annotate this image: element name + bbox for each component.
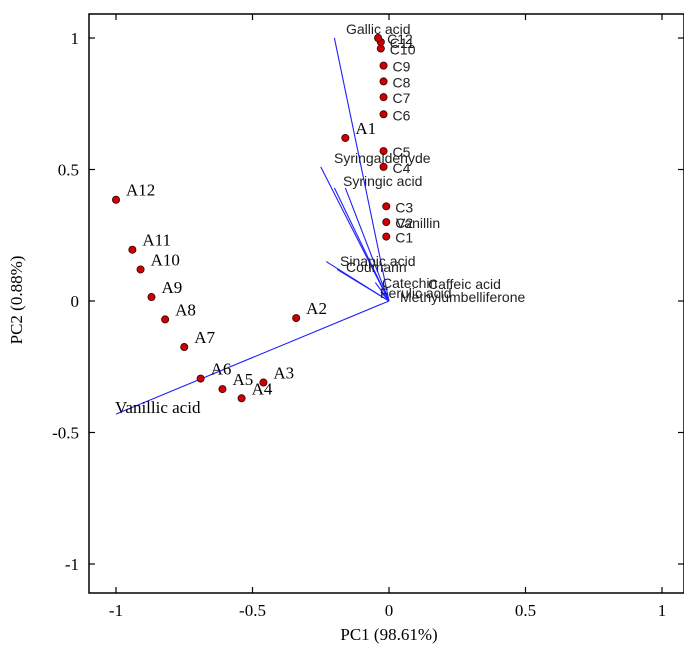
vector-syringic-acid bbox=[344, 187, 390, 302]
point-label-c9: C9 bbox=[393, 59, 411, 75]
point-c4 bbox=[379, 162, 388, 171]
vector-label-gallic-acid: Gallic acid bbox=[346, 21, 411, 37]
point-c2 bbox=[382, 218, 391, 227]
vector-label-caffeic-acid: Caffeic acid bbox=[428, 276, 501, 292]
point-label-c7: C7 bbox=[393, 90, 411, 106]
point-label-a2: A2 bbox=[306, 299, 327, 318]
point-c3 bbox=[382, 202, 391, 211]
y-tick-label: -1 bbox=[65, 555, 79, 574]
point-a9 bbox=[147, 293, 156, 302]
vector-label-catechin: Catechin bbox=[382, 275, 437, 291]
point-label-a12: A12 bbox=[126, 181, 155, 200]
point-a3 bbox=[259, 378, 268, 387]
point-a2 bbox=[292, 314, 301, 323]
vector-label-sinapic-acid: Sinapic acid bbox=[340, 253, 416, 269]
y-tick-label: 1 bbox=[71, 29, 80, 48]
point-c9 bbox=[379, 61, 388, 70]
point-c10 bbox=[376, 44, 385, 53]
point-label-c8: C8 bbox=[393, 74, 411, 90]
point-label-a5: A5 bbox=[232, 370, 253, 389]
point-c5 bbox=[379, 147, 388, 156]
point-label-c11: C11 bbox=[390, 35, 415, 51]
vector-label-syringic-acid: Syringic acid bbox=[343, 173, 422, 189]
point-c7 bbox=[379, 93, 388, 102]
y-tick-label: 0.5 bbox=[58, 161, 79, 180]
x-tick-label: 1 bbox=[658, 601, 667, 620]
vector-methylumbelliferone bbox=[385, 295, 390, 302]
point-label-c12: C12 bbox=[387, 31, 413, 47]
point-c6 bbox=[379, 110, 388, 119]
point-a7 bbox=[180, 343, 189, 352]
point-labels: A1A2A3A4A5A6A7A8A9A10A11A12C1C2C3C4C5C6C… bbox=[126, 31, 416, 398]
point-a5 bbox=[218, 385, 227, 394]
vector-vanillin bbox=[333, 187, 390, 302]
axis-ticks: -1 -0.5 0 0.5 1 1 0.5 0 -0.5 -1 bbox=[52, 14, 684, 620]
point-label-a6: A6 bbox=[211, 360, 232, 379]
score-points bbox=[112, 34, 391, 403]
point-a4 bbox=[237, 394, 246, 403]
vector-label-ferulic-acid: Ferulic acid bbox=[380, 285, 452, 301]
vector-label-coumarin: Coumarin bbox=[346, 259, 407, 275]
point-c1 bbox=[382, 232, 391, 241]
point-c8 bbox=[379, 77, 388, 86]
point-a11 bbox=[128, 245, 137, 254]
x-tick-label: 0.5 bbox=[515, 601, 536, 620]
point-a12 bbox=[112, 195, 121, 204]
point-label-c1: C1 bbox=[395, 230, 413, 246]
plot-frame bbox=[88, 13, 684, 594]
point-label-c4: C4 bbox=[393, 160, 411, 176]
point-a6 bbox=[196, 374, 205, 383]
loading-vectors bbox=[115, 37, 390, 415]
point-c12 bbox=[374, 34, 383, 43]
point-label-a3: A3 bbox=[273, 364, 294, 383]
x-tick-label: 0 bbox=[385, 601, 394, 620]
x-axis-title: PC1 (98.61%) bbox=[340, 625, 437, 644]
vector-label-methylumbelliferone: Methylumbelliferone bbox=[400, 289, 525, 305]
point-label-c10: C10 bbox=[390, 42, 416, 58]
point-a1 bbox=[341, 133, 350, 142]
point-label-c2: C2 bbox=[395, 215, 413, 231]
y-tick-label: -0.5 bbox=[52, 424, 79, 443]
point-label-a1: A1 bbox=[355, 119, 376, 138]
y-axis-title: PC2 (0.88%) bbox=[7, 256, 26, 345]
point-label-a7: A7 bbox=[194, 328, 215, 347]
vector-gallic-acid bbox=[333, 37, 390, 302]
point-label-a4: A4 bbox=[252, 379, 273, 398]
x-tick-label: -1 bbox=[109, 601, 123, 620]
point-label-c5: C5 bbox=[393, 144, 411, 160]
point-a10 bbox=[136, 265, 145, 274]
vector-vanillic-acid bbox=[115, 300, 390, 415]
y-tick-label: 0 bbox=[71, 292, 80, 311]
point-label-a8: A8 bbox=[175, 300, 196, 319]
vector-label-vanillic-acid: Vanillic acid bbox=[115, 398, 201, 417]
point-label-a11: A11 bbox=[142, 231, 171, 250]
point-label-c6: C6 bbox=[393, 107, 411, 123]
vector-label-syringaldehyde: Syringaldehyde bbox=[334, 150, 431, 166]
point-label-a9: A9 bbox=[161, 278, 182, 297]
vector-label-vanillin: Vanillin bbox=[396, 215, 440, 231]
point-label-a10: A10 bbox=[151, 250, 180, 269]
vector-coumarin bbox=[336, 268, 390, 302]
x-tick-label: -0.5 bbox=[239, 601, 266, 620]
point-a8 bbox=[161, 315, 170, 324]
point-label-c3: C3 bbox=[395, 199, 413, 215]
